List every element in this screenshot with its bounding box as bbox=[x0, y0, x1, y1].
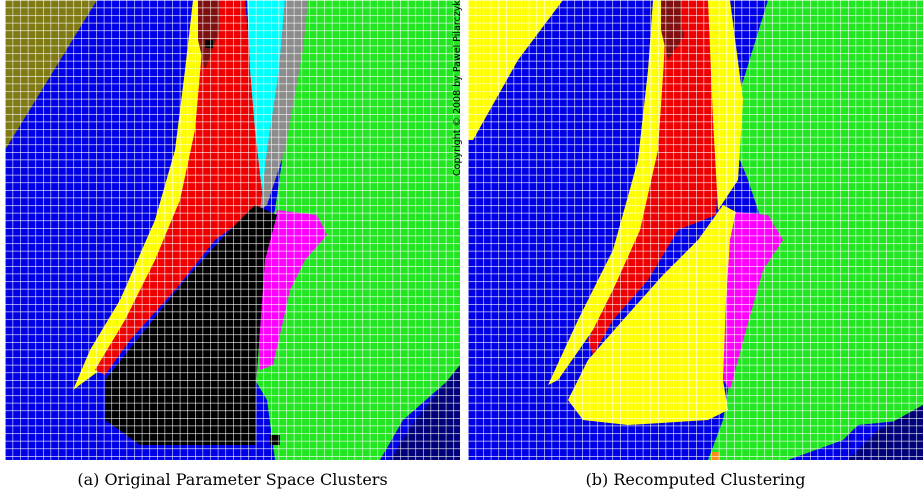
cluster-map-b bbox=[468, 0, 923, 460]
cluster-map-a bbox=[5, 0, 460, 460]
grid-overlay bbox=[468, 0, 923, 460]
grid-overlay bbox=[5, 0, 460, 460]
caption-b: (b) Recomputed Clustering bbox=[585, 470, 806, 489]
copyright-notice: Copyright © 2008 by Pawel Pilarczyk bbox=[452, 0, 466, 188]
caption-a: (a) Original Parameter Space Clusters bbox=[77, 470, 388, 489]
panel-recomputed-clustering bbox=[468, 0, 923, 460]
copyright-text: Copyright © 2008 by Pawel Pilarczyk bbox=[452, 0, 463, 176]
panel-original-clusters bbox=[5, 0, 460, 460]
